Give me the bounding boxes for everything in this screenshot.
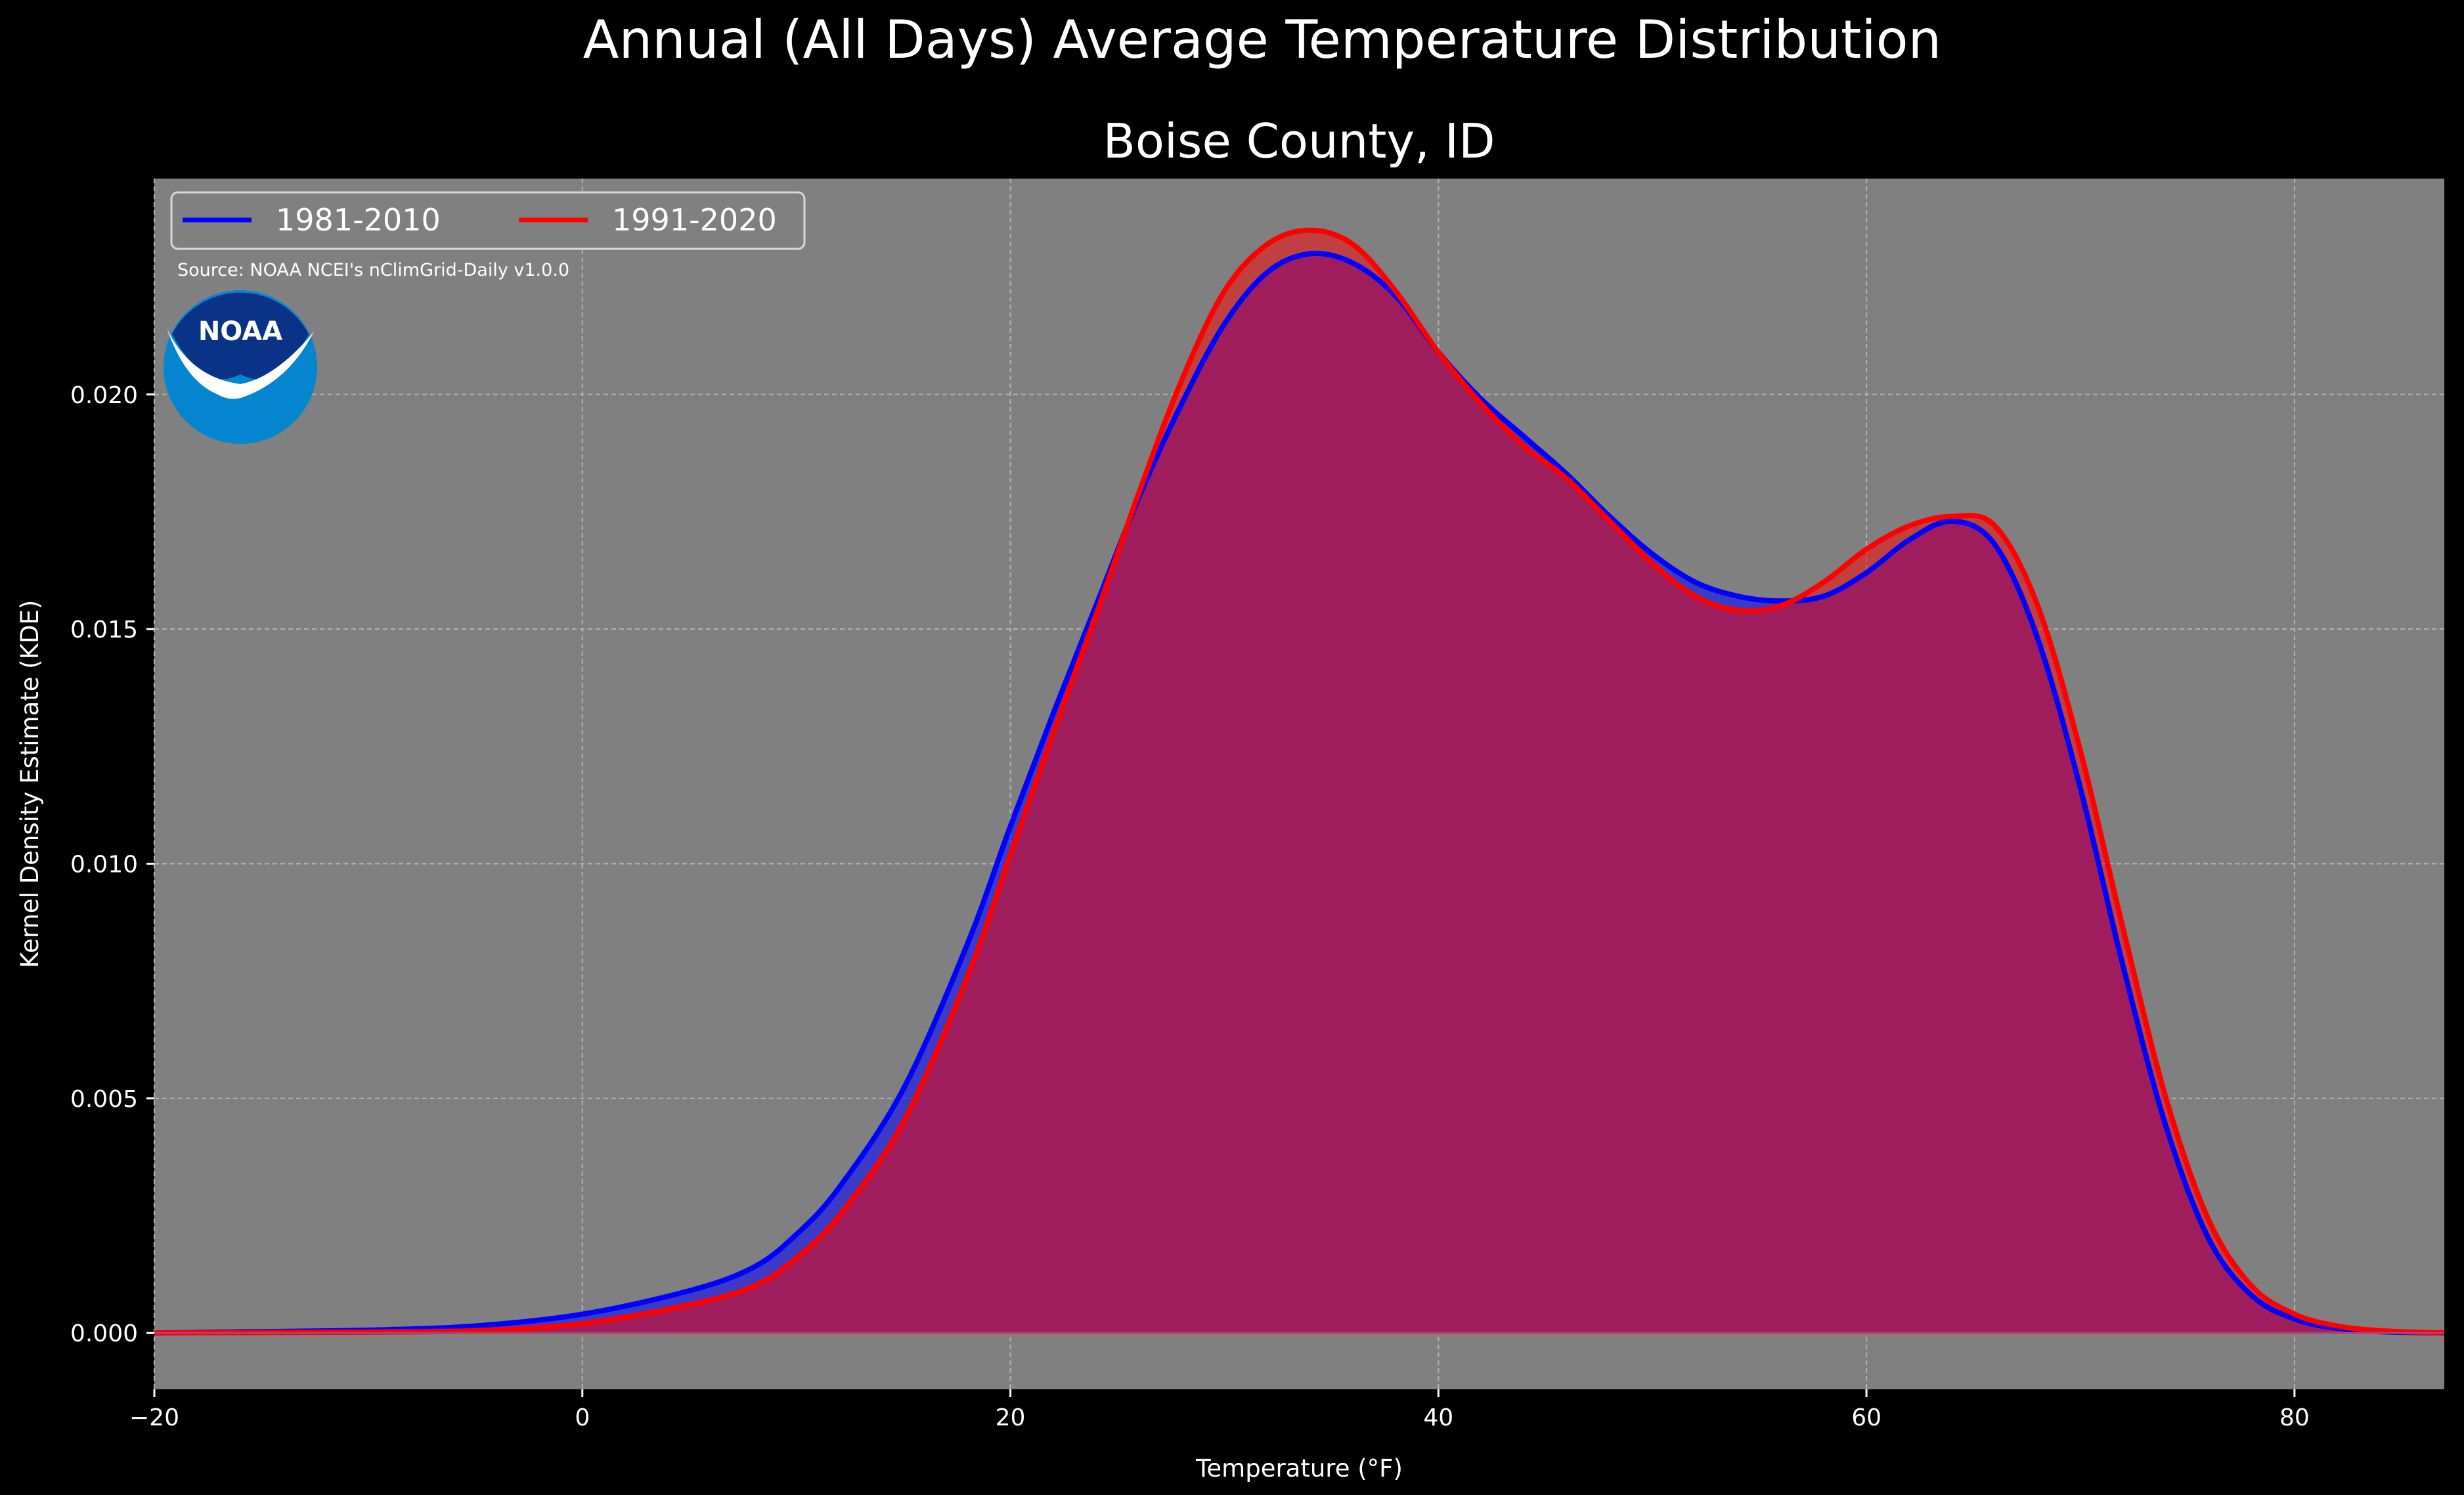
noaa-logo-text: NOAA bbox=[198, 316, 282, 347]
y-axis-label: Kernel Density Estimate (KDE) bbox=[16, 600, 44, 968]
x-axis-label: Temperature (°F) bbox=[1195, 1454, 1403, 1483]
y-tick-label: 0.000 bbox=[70, 1320, 138, 1347]
axis-ticks: −20 0 20 40 60 80 0.000 0.005 0.010 0.015 0.020 bbox=[70, 382, 2310, 1431]
legend-frame bbox=[170, 191, 806, 250]
x-tick-label: 80 bbox=[2279, 1404, 2310, 1431]
density-lines bbox=[154, 227, 2445, 1336]
y-tick-label: 0.005 bbox=[70, 1086, 138, 1113]
y-tick-label: 0.010 bbox=[70, 852, 138, 878]
legend: 1981-2010 1991-2020 bbox=[170, 191, 806, 250]
plot-area bbox=[154, 179, 2445, 1389]
x-tick-label: 0 bbox=[575, 1404, 590, 1431]
y-tick-label: 0.015 bbox=[70, 617, 138, 643]
x-tick-label: 60 bbox=[1851, 1404, 1881, 1431]
chart-title: Annual (All Days) Average Temperature Di… bbox=[583, 9, 1941, 70]
legend-label-1981-2010: 1981-2010 bbox=[276, 202, 441, 238]
x-tick-label: −20 bbox=[129, 1404, 179, 1431]
source-note: Source: NOAA NCEI's nClimGrid-Daily v1.0… bbox=[177, 260, 569, 280]
chart-subtitle: Boise County, ID bbox=[1103, 114, 1495, 169]
x-tick-label: 20 bbox=[996, 1404, 1026, 1431]
noaa-logo: NOAA bbox=[164, 290, 317, 444]
y-tick-label: 0.020 bbox=[70, 382, 138, 409]
x-tick-label: 40 bbox=[1423, 1404, 1453, 1431]
area-overlap bbox=[154, 253, 2444, 1333]
density-areas bbox=[154, 230, 2444, 1333]
line-1991-2020 bbox=[154, 227, 2445, 1336]
noaa-logo-top bbox=[172, 292, 309, 379]
noaa-logo-gull-icon bbox=[167, 328, 314, 399]
legend-label-1991-2020: 1991-2020 bbox=[612, 202, 777, 238]
